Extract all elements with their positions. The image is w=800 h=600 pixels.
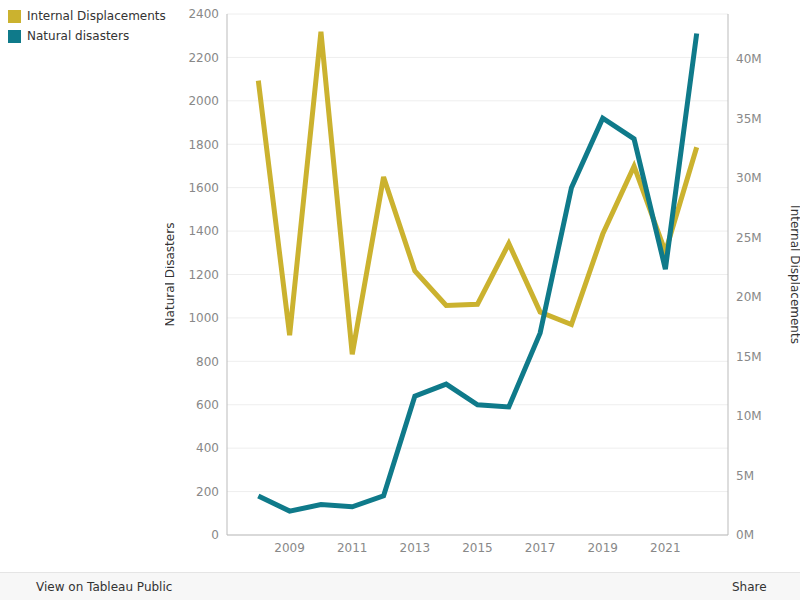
svg-text:1600: 1600: [188, 181, 219, 195]
svg-text:600: 600: [196, 398, 219, 412]
svg-text:35M: 35M: [736, 112, 762, 126]
svg-text:5M: 5M: [736, 469, 754, 483]
svg-text:2013: 2013: [400, 541, 431, 555]
svg-text:2009: 2009: [274, 541, 305, 555]
svg-text:2021: 2021: [650, 541, 681, 555]
svg-text:1400: 1400: [188, 224, 219, 238]
html-text:Internal Displacements: Internal Displacements: [27, 9, 166, 23]
svg-text:25M: 25M: [736, 231, 762, 245]
svg-text:2019: 2019: [587, 541, 618, 555]
svg-text:15M: 15M: [736, 350, 762, 364]
svg-text:2000: 2000: [188, 94, 219, 108]
svg-text:2400: 2400: [188, 7, 219, 21]
svg-text:800: 800: [196, 355, 219, 369]
svg-text:Natural Disasters: Natural Disasters: [165, 223, 177, 327]
svg-text:0: 0: [211, 528, 219, 542]
svg-text:1000: 1000: [188, 311, 219, 325]
svg-text:10M: 10M: [736, 409, 762, 423]
svg-text:200: 200: [196, 485, 219, 499]
svg-text:2200: 2200: [188, 51, 219, 65]
svg-text:40M: 40M: [736, 52, 762, 66]
svg-text:2017: 2017: [525, 541, 556, 555]
html-text:View on Tableau Public: View on Tableau Public: [36, 580, 173, 594]
svg-text:Internal Displacements: Internal Displacements: [788, 205, 792, 344]
svg-text:30M: 30M: [736, 171, 762, 185]
svg-text:0M: 0M: [736, 528, 754, 542]
svg-text:1200: 1200: [188, 268, 219, 282]
svg-text:2011: 2011: [337, 541, 368, 555]
html-text:Share: Share: [732, 580, 767, 594]
html-text:Natural disasters: Natural disasters: [27, 29, 130, 43]
svg-text:2015: 2015: [462, 541, 493, 555]
svg-text:1800: 1800: [188, 138, 219, 152]
svg-text:20M: 20M: [736, 290, 762, 304]
svg-text:400: 400: [196, 441, 219, 455]
